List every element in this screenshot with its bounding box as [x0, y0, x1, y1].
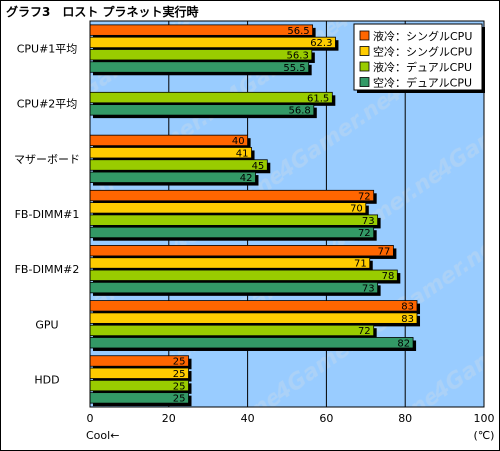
data-label: 73: [362, 283, 375, 294]
bar: [89, 61, 310, 73]
data-label: 41: [236, 148, 249, 159]
legend-label: 空冷：デュアルCPU: [373, 76, 472, 90]
data-label: 83: [401, 302, 414, 313]
data-label: 25: [173, 394, 186, 405]
data-label: 83: [401, 314, 414, 325]
data-label: 71: [354, 259, 367, 270]
chart-title: グラフ3 ロスト プラネット実行時: [6, 5, 199, 19]
bar: [89, 189, 375, 202]
bar: [89, 269, 398, 281]
bar: [89, 300, 418, 312]
data-label: 56.8: [289, 106, 311, 117]
legend-label: 液冷：デュアルCPU: [373, 60, 472, 74]
data-label: 25: [173, 357, 186, 368]
plot-border: [89, 20, 485, 408]
category-label: FB-DIMM#1: [15, 208, 80, 221]
bar: [89, 159, 268, 171]
data-label: 45: [252, 161, 265, 172]
x-tick-label: 0: [87, 412, 94, 425]
data-label: 72: [358, 228, 371, 239]
data-label: 61.5: [307, 93, 329, 104]
bar: [89, 171, 256, 183]
data-label: 56.5: [287, 26, 309, 37]
data-label: 77: [378, 246, 391, 257]
x-tick-label: 80: [398, 412, 412, 425]
bar: [89, 36, 336, 49]
bar: [89, 147, 252, 159]
bar: [89, 214, 379, 226]
bar: [89, 337, 414, 349]
data-label: 82: [397, 338, 410, 349]
bar: [89, 257, 371, 269]
legend-swatch: [359, 30, 370, 41]
legend-label: 液冷：シングルCPU: [373, 29, 472, 43]
category-label: CPU#1平均: [17, 43, 78, 56]
bar: [89, 226, 375, 239]
legend-label: 空冷：シングルCPU: [373, 45, 472, 59]
bar: [89, 104, 315, 116]
data-label: 40: [232, 136, 245, 147]
bar: [89, 134, 249, 147]
bar: [89, 324, 375, 337]
bar: [89, 202, 367, 214]
data-label: 25: [173, 381, 186, 392]
bar: [89, 49, 313, 61]
bar: [89, 91, 333, 104]
data-label: 55.5: [283, 63, 305, 74]
x-tick-label: 100: [474, 412, 495, 425]
data-label: 73: [362, 216, 375, 227]
data-label: 70: [350, 204, 363, 215]
legend-swatch: [359, 61, 370, 72]
bar: [89, 24, 314, 36]
category-label: GPU: [35, 318, 58, 331]
data-label: 78: [382, 271, 395, 282]
legend-swatch: [359, 46, 370, 56]
data-label: 42: [240, 173, 253, 184]
category-label: FB-DIMM#2: [15, 263, 80, 276]
x-tick-label: 20: [162, 412, 176, 425]
data-label: 25: [173, 369, 186, 380]
x-tick-label: 40: [241, 412, 255, 425]
legend-swatch: [359, 77, 370, 87]
x-axis-unit: (℃): [474, 429, 495, 442]
data-label: 72: [358, 191, 371, 202]
bar: [89, 281, 379, 294]
data-label: 72: [358, 326, 371, 337]
bar: [89, 312, 418, 324]
x-tick-label: 60: [319, 412, 333, 425]
category-label: マザーボード: [14, 153, 80, 166]
category-label: HDD: [34, 373, 59, 386]
x-axis-hint: Cool←: [86, 429, 119, 442]
data-label: 62.3: [310, 38, 332, 49]
bar: [89, 245, 394, 257]
data-label: 56.3: [287, 50, 309, 61]
legend: [353, 23, 483, 91]
category-label: CPU#2平均: [17, 98, 78, 111]
